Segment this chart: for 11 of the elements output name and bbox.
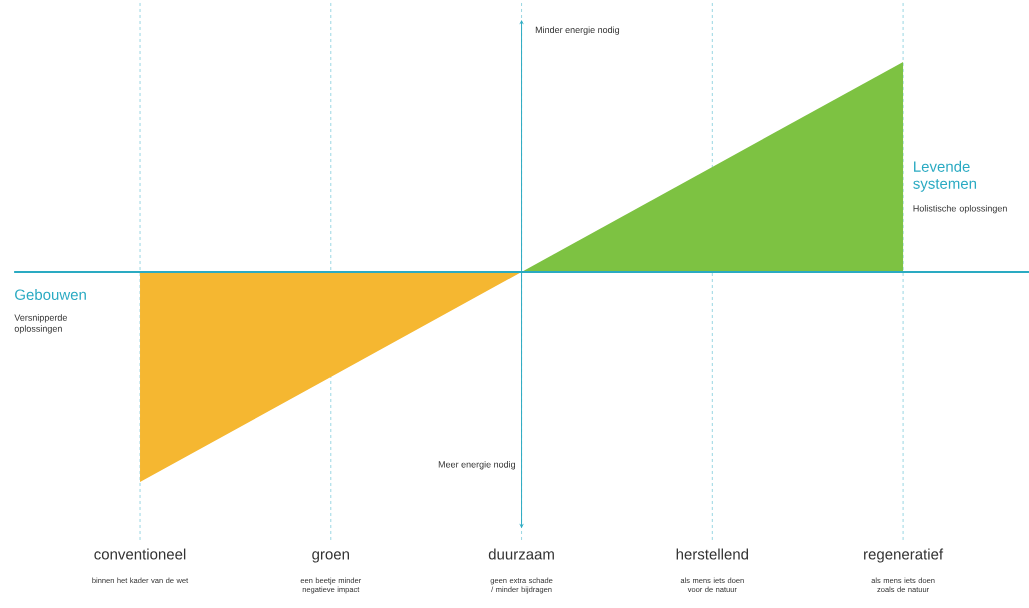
annotation: Levende systemen: [913, 160, 977, 192]
annotation: Versnipperde oplossingen: [14, 314, 67, 334]
x-tick-label: regeneratief: [864, 548, 944, 563]
x-tick-label: herstellend: [676, 548, 749, 560]
x-tick-label: groen: [312, 551, 349, 563]
annotation: Holistische oplossingen: [913, 204, 1007, 214]
annotation: Gebouwen: [15, 288, 86, 300]
x-tick-label: conventioneel: [94, 548, 186, 560]
text: Minder energie nodig: [535, 26, 620, 35]
annotation: Meer energie nodig: [438, 461, 516, 470]
x-tick-label: duurzaam: [488, 548, 554, 560]
